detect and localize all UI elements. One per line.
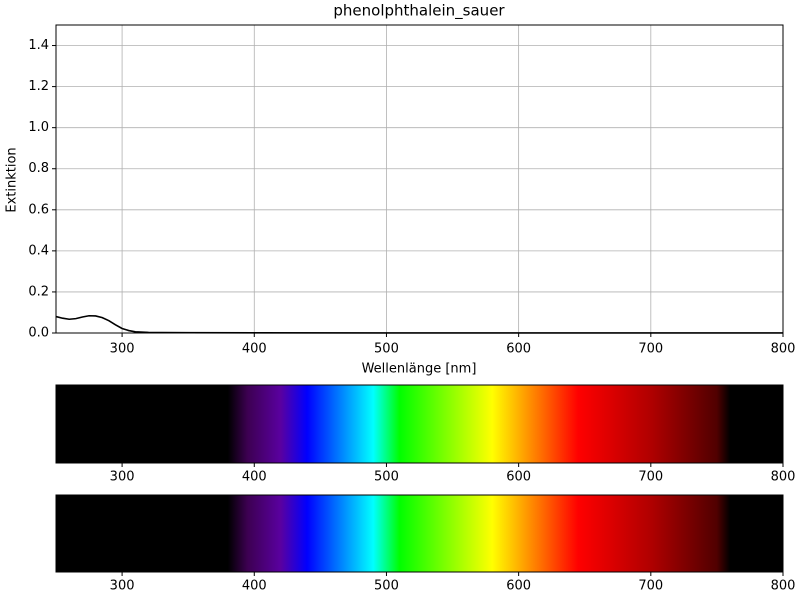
y-tick-label: 0.2 bbox=[28, 284, 49, 299]
y-tick-label: 1.4 bbox=[28, 38, 49, 53]
data-line bbox=[55, 314, 784, 334]
x-tick-label: 500 bbox=[374, 470, 399, 485]
y-tick-label: 0.8 bbox=[28, 161, 49, 176]
x-axis-label: Wellenlänge [nm] bbox=[362, 362, 477, 377]
x-tick-label: 600 bbox=[506, 579, 531, 594]
x-tick-label: 700 bbox=[638, 579, 663, 594]
x-tick-label: 700 bbox=[638, 470, 663, 485]
x-tick-label: 400 bbox=[242, 579, 267, 594]
chart-title: phenolphthalein_sauer bbox=[333, 2, 505, 21]
x-tick-label: 300 bbox=[110, 470, 135, 485]
y-tick-label: 0.6 bbox=[28, 202, 49, 217]
x-tick-label: 800 bbox=[771, 470, 796, 485]
x-tick-label: 800 bbox=[771, 579, 796, 594]
x-tick-label: 400 bbox=[242, 470, 267, 485]
y-tick-label: 0.4 bbox=[28, 243, 49, 258]
y-axis-label: Extinktion bbox=[5, 147, 20, 212]
spectrum-bar bbox=[55, 384, 784, 464]
x-tick-label: 600 bbox=[506, 470, 531, 485]
x-tick-label: 300 bbox=[110, 342, 135, 357]
y-tick-label: 0.0 bbox=[28, 326, 49, 341]
axes-frame bbox=[55, 24, 784, 334]
x-tick-label: 400 bbox=[242, 342, 267, 357]
y-tick-label: 1.2 bbox=[28, 79, 49, 94]
x-tick-label: 300 bbox=[110, 579, 135, 594]
x-tick-label: 600 bbox=[506, 342, 531, 357]
x-tick-label: 500 bbox=[374, 579, 399, 594]
x-tick-label: 500 bbox=[374, 342, 399, 357]
y-tick-label: 1.0 bbox=[28, 120, 49, 135]
spectrum-bar bbox=[55, 494, 784, 573]
x-tick-label: 700 bbox=[638, 342, 663, 357]
x-tick-label: 800 bbox=[771, 342, 796, 357]
